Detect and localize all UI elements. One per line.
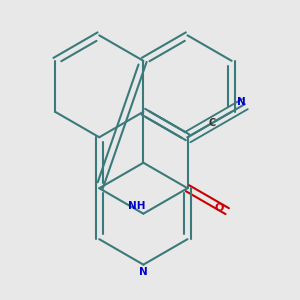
Text: N: N [139,267,148,277]
Text: O: O [215,203,224,213]
Text: NH: NH [128,201,146,211]
Text: C: C [208,118,215,128]
Text: N: N [237,97,246,107]
